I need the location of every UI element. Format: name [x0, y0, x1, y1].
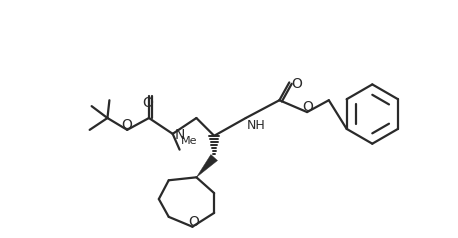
- Polygon shape: [196, 154, 218, 177]
- Text: NH: NH: [247, 119, 266, 132]
- Text: O: O: [121, 118, 131, 132]
- Text: Me: Me: [180, 136, 197, 146]
- Text: O: O: [291, 77, 302, 91]
- Text: O: O: [188, 215, 199, 229]
- Text: O: O: [142, 96, 153, 110]
- Text: N: N: [174, 128, 185, 142]
- Text: O: O: [303, 100, 314, 114]
